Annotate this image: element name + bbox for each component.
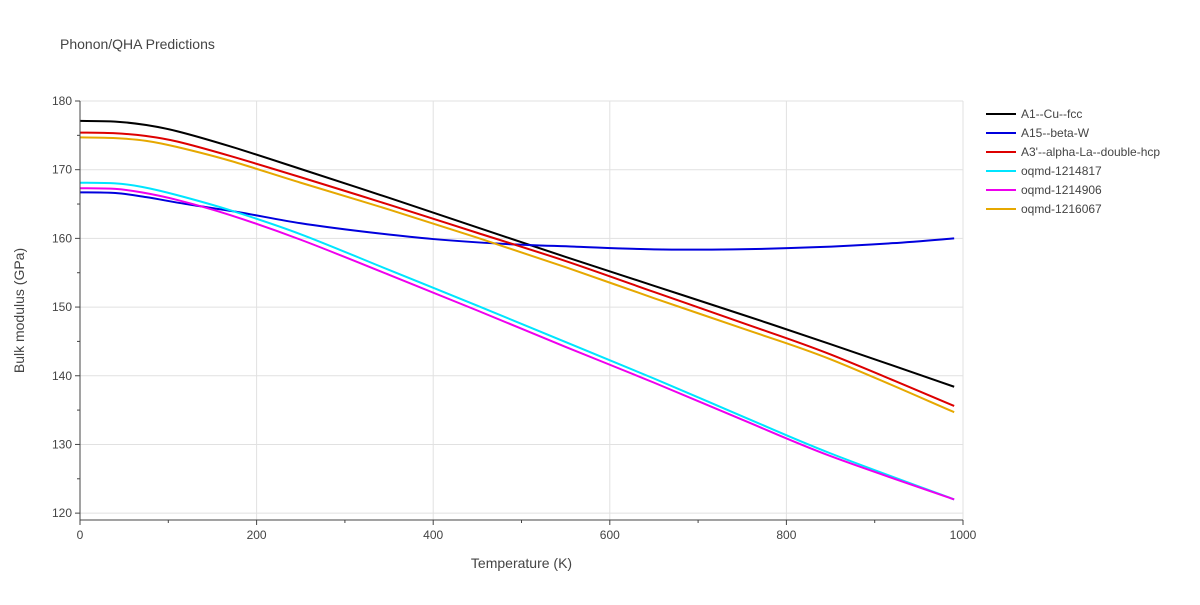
legend-label: oqmd-1214817 (1021, 164, 1102, 178)
y-axis-title: Bulk modulus (GPa) (11, 248, 27, 373)
y-tick-label: 170 (52, 163, 72, 177)
x-tick-label: 800 (776, 528, 796, 542)
legend[interactable]: A1--Cu--fcc A15--beta-W A3'--alpha-La--dou… (986, 107, 1160, 216)
series-layer (79, 119, 955, 501)
series-line-4 (79, 187, 955, 501)
chart-title: Phonon/QHA Predictions (60, 36, 215, 52)
legend-label: A1--Cu--fcc (1021, 107, 1082, 121)
legend-label: oqmd-1214906 (1021, 183, 1102, 197)
legend-item-3[interactable]: oqmd-1214817 (986, 164, 1102, 178)
legend-label: A3'--alpha-La--double-hcp (1021, 145, 1160, 159)
legend-item-5[interactable]: oqmd-1216067 (986, 202, 1102, 216)
legend-item-1[interactable]: A15--beta-W (986, 126, 1090, 140)
legend-item-2[interactable]: A3'--alpha-La--double-hcp (986, 145, 1160, 159)
legend-item-4[interactable]: oqmd-1214906 (986, 183, 1102, 197)
y-tick-label: 150 (52, 300, 72, 314)
x-tick-label: 400 (423, 528, 443, 542)
x-tick-label: 1000 (950, 528, 977, 542)
axis-layer: 0 200 400 600 800 1000 120 130 140 150 160 170 180 (52, 94, 977, 542)
legend-label: oqmd-1216067 (1021, 202, 1102, 216)
series-line-1 (79, 191, 955, 251)
y-tick-label: 140 (52, 369, 72, 383)
y-tick-label: 130 (52, 437, 72, 451)
x-tick-label: 600 (600, 528, 620, 542)
series-line-5 (79, 136, 955, 414)
x-axis-title: Temperature (K) (471, 555, 572, 571)
legend-label: A15--beta-W (1021, 126, 1090, 140)
x-tick-label: 0 (77, 528, 84, 542)
y-tick-label: 160 (52, 231, 72, 245)
y-tick-label: 120 (52, 506, 72, 520)
series-line-3 (79, 181, 955, 501)
y-tick-label: 180 (52, 94, 72, 108)
series-line-2 (79, 131, 955, 407)
grid-layer (80, 100, 964, 520)
x-tick-label: 200 (247, 528, 267, 542)
legend-item-0[interactable]: A1--Cu--fcc (986, 107, 1082, 121)
series-line-0 (79, 119, 955, 388)
